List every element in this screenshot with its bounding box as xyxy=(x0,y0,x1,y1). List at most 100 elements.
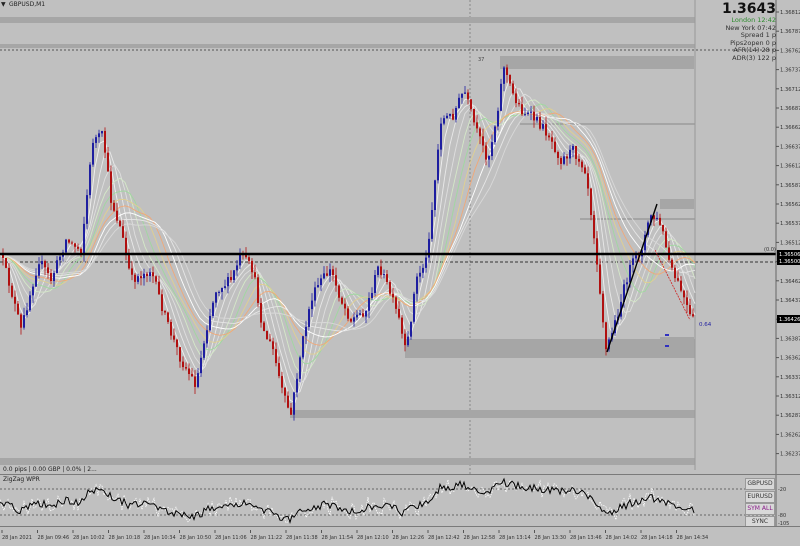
candle-body xyxy=(140,276,142,279)
candle-body xyxy=(434,180,436,211)
candle-body xyxy=(182,361,184,368)
candle-body xyxy=(95,137,97,143)
candle-body xyxy=(479,128,481,137)
candle-body xyxy=(605,322,607,350)
candle-body xyxy=(551,137,553,142)
candle-body xyxy=(401,317,403,334)
symbol-timeframe-label: GBPUSD,M1 xyxy=(9,1,46,8)
candle-body xyxy=(50,273,52,282)
candle-body xyxy=(230,277,232,281)
candle-body xyxy=(680,280,682,291)
price-tick-label: 1.36737 xyxy=(780,68,800,74)
price-tick-label: 1.36237 xyxy=(780,452,800,458)
candle-body xyxy=(512,83,514,94)
candle-body xyxy=(449,113,451,116)
candle-body xyxy=(650,215,652,223)
candle-body xyxy=(317,285,319,288)
price-tick-label: 1.36537 xyxy=(780,221,800,227)
candle-body xyxy=(290,407,292,415)
candle-body xyxy=(203,343,205,358)
candle-body xyxy=(194,376,196,387)
candle-body xyxy=(443,118,445,124)
candle-body xyxy=(410,321,412,337)
symbol-button-gbpusd[interactable]: GBPUSD xyxy=(745,478,775,490)
candle-body xyxy=(359,313,361,315)
symbol-button-sym-all[interactable]: SYM ALL xyxy=(745,503,775,515)
symbol-button-sync[interactable]: SYNC xyxy=(745,515,775,528)
candle-body xyxy=(35,275,37,287)
candle-body xyxy=(197,373,199,387)
time-tick-label: 28 Jan 11:38 xyxy=(286,535,318,541)
candle-body xyxy=(338,285,340,298)
trade-status-text: 0.0 pips | 0.00 GBP | 0.0% | 2... xyxy=(3,466,97,473)
candle-body xyxy=(80,248,82,254)
symbol-button-eurusd[interactable]: EURUSD xyxy=(745,490,775,503)
candle-body xyxy=(116,210,118,221)
candle-body xyxy=(254,272,256,278)
info-lines: London 12:42 New York 07:42 Spread 1 p Pips… xyxy=(698,16,776,63)
candle-body xyxy=(350,318,352,322)
candle-body xyxy=(68,239,70,243)
candle-body xyxy=(539,117,541,129)
candle-body xyxy=(521,104,523,115)
candle-body xyxy=(41,261,43,265)
candle-body xyxy=(653,215,655,219)
price-tick-label: 1.36512 xyxy=(780,240,800,246)
candle-body xyxy=(167,312,169,322)
candle-body xyxy=(239,254,241,266)
candle-body xyxy=(548,135,550,138)
candle-body xyxy=(314,287,316,301)
candle-body xyxy=(2,255,4,258)
price-chart-area[interactable]: 37 0.64 1.36812 1.36787 1.36762 1.36737 1.367… xyxy=(0,0,800,474)
candle-body xyxy=(311,300,313,310)
time-tick-label: 28 Jan 10:02 xyxy=(73,535,105,541)
candle-body xyxy=(158,281,160,295)
support-resistance-zone xyxy=(660,199,694,209)
candle-body xyxy=(134,274,136,282)
price-tick-label: 1.36662 xyxy=(780,125,800,131)
candle-body xyxy=(374,275,376,293)
candle-body xyxy=(119,220,121,227)
moving-average-line xyxy=(0,99,696,374)
candle-body xyxy=(602,293,604,323)
indicator-scale-bottom: -80 xyxy=(778,513,786,519)
candle-body xyxy=(455,107,457,120)
time-tick-label: 28 Jan 14:34 xyxy=(677,535,709,541)
candle-body xyxy=(335,275,337,286)
candle-body xyxy=(554,141,556,152)
candle-body xyxy=(191,374,193,377)
candle-body xyxy=(485,145,487,160)
candle-body xyxy=(128,254,130,269)
candle-body xyxy=(422,267,424,273)
price-chart-svg[interactable]: 37 0.64 1.36812 1.36787 1.36762 1.36737 1.367… xyxy=(0,0,800,474)
candle-body xyxy=(149,272,151,277)
indicator-signal-line xyxy=(0,479,695,524)
candle-body xyxy=(503,67,505,84)
candle-body xyxy=(299,357,301,379)
candle-body xyxy=(173,335,175,340)
indicator-pane[interactable]: -20 -80 -105 xyxy=(0,474,800,527)
triangle-down-icon[interactable]: ▼ xyxy=(1,1,6,8)
pips-label: 0.64 xyxy=(699,322,712,328)
price-tick-label: 1.36262 xyxy=(780,432,800,438)
indicator-main-line xyxy=(0,477,695,524)
candle-body xyxy=(662,224,664,232)
price-tick-label: 1.36637 xyxy=(780,144,800,150)
candle-body xyxy=(92,142,94,165)
candle-body xyxy=(566,156,568,159)
candle-body xyxy=(212,302,214,316)
level-marker xyxy=(665,345,669,347)
candle-body xyxy=(137,276,139,282)
candle-body xyxy=(377,266,379,276)
candle-body xyxy=(206,330,208,344)
price-tick-label: 1.36387 xyxy=(780,336,800,342)
candle-body xyxy=(125,237,127,255)
candle-body xyxy=(14,296,16,304)
candle-body xyxy=(323,273,325,279)
candle-body xyxy=(74,243,76,247)
time-axis-svg: 28 Jan 2021 28 Jan 09:46 28 Jan 10:02 28 Ja… xyxy=(1,530,709,541)
time-tick-label: 28 Jan 14:02 xyxy=(606,535,638,541)
support-resistance-zone xyxy=(0,44,695,48)
support-resistance-zone xyxy=(405,339,695,358)
